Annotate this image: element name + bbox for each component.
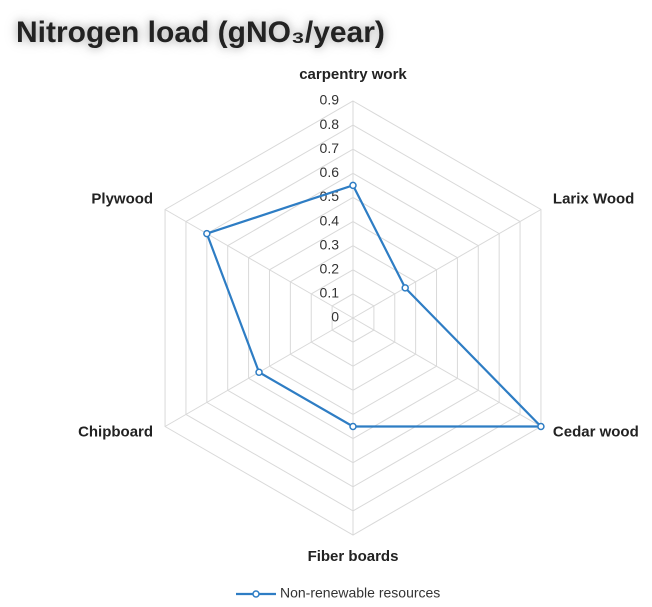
- y-tick-label: 0: [331, 309, 339, 325]
- category-label: carpentry work: [299, 66, 407, 83]
- data-point: [537, 422, 545, 431]
- data-point: [255, 368, 263, 376]
- y-tick-label: 0.6: [320, 164, 340, 180]
- category-label: Cedar wood: [553, 423, 639, 440]
- data-point: [349, 422, 357, 431]
- y-tick-label: 0.1: [320, 285, 340, 301]
- y-tick-label: 0.2: [320, 260, 340, 276]
- y-tick-label: 0.8: [320, 116, 340, 132]
- data-point: [401, 284, 409, 292]
- y-tick-label: 0.3: [320, 236, 340, 252]
- category-label: Larix Wood: [553, 190, 634, 207]
- spoke: [352, 209, 542, 319]
- y-tick-label: 0.9: [320, 92, 340, 108]
- y-tick-label: 0.4: [320, 212, 340, 228]
- category-label: Fiber boards: [308, 548, 399, 565]
- y-tick-label: 0.7: [320, 140, 340, 156]
- category-label: Plywood: [91, 190, 153, 207]
- data-point: [349, 181, 357, 190]
- legend-label: Non-renewable resources: [280, 585, 440, 601]
- data-point: [203, 229, 211, 238]
- legend-marker: [252, 590, 260, 598]
- chart-title: Nitrogen load (gNO₃/year): [16, 16, 385, 49]
- spoke: [352, 317, 542, 427]
- spoke: [164, 209, 354, 319]
- category-label: Chipboard: [78, 423, 153, 440]
